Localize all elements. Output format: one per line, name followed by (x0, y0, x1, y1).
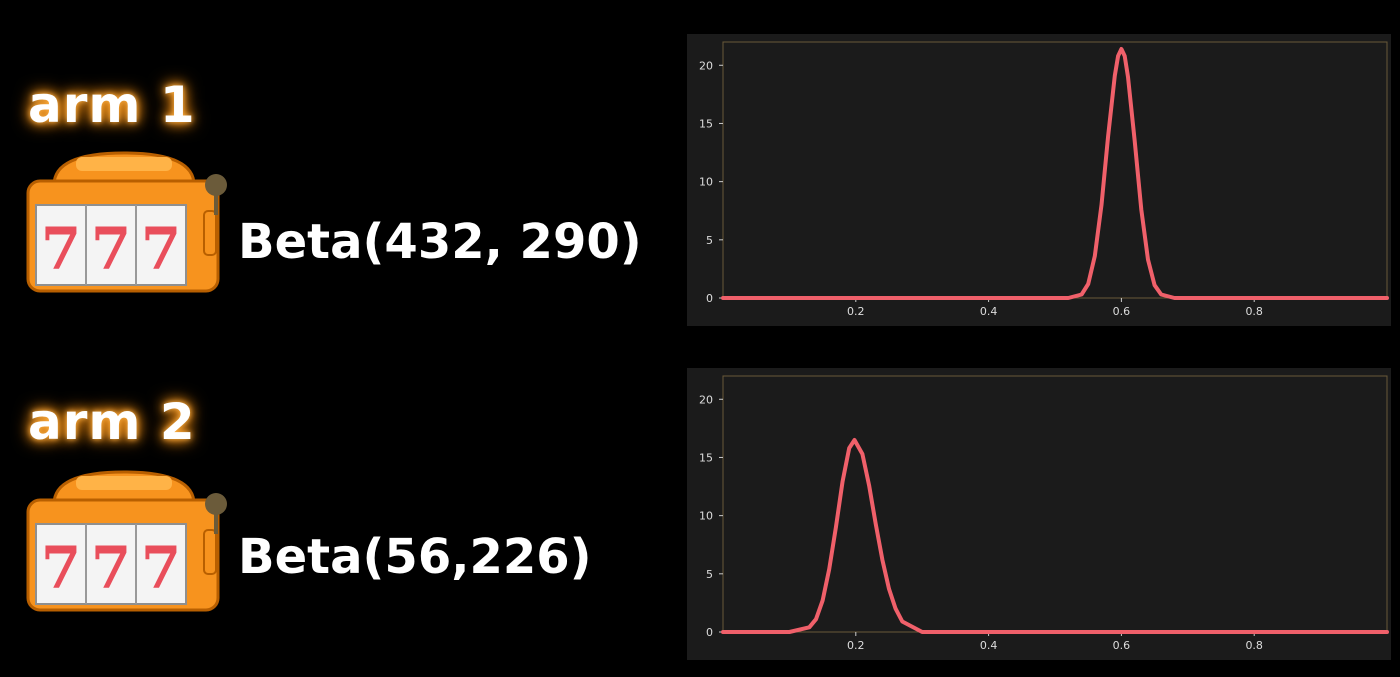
y-tick-label: 5 (706, 568, 713, 581)
plot-frame (722, 41, 1388, 299)
arm-2-beta-label: Beta(56,226) (238, 529, 592, 585)
y-tick-label: 0 (706, 626, 713, 639)
x-tick-label: 0.6 (1113, 305, 1131, 318)
x-tick-label: 0.2 (847, 305, 865, 318)
svg-text:7: 7 (41, 534, 81, 602)
svg-text:7: 7 (91, 215, 131, 283)
x-tick-label: 0.4 (980, 639, 998, 652)
density-curve-line (721, 47, 1389, 300)
arm-2-posterior-chart: 0 5 10 15 20 0.2 0.4 0.6 0.8 (687, 368, 1391, 660)
x-tick-label: 0.6 (1113, 639, 1131, 652)
x-tick-label: 0.8 (1245, 639, 1263, 652)
svg-text:7: 7 (141, 534, 181, 602)
y-tick-label: 20 (699, 59, 713, 72)
y-tick-label: 15 (699, 117, 713, 130)
arm-1-slot-machine-icon: 7 7 7 (24, 145, 236, 293)
arm-2-title: arm 2 (28, 393, 196, 451)
y-tick-label: 15 (699, 451, 713, 464)
y-tick-label: 20 (699, 393, 713, 406)
x-tick-label: 0.4 (980, 305, 998, 318)
y-tick-label: 5 (706, 234, 713, 247)
arm-2-slot-machine-icon: 7 7 7 (24, 464, 236, 612)
arm-1-posterior-chart: 0 5 10 15 20 0.2 0.4 0.6 0.8 (687, 34, 1391, 326)
svg-text:7: 7 (91, 534, 131, 602)
y-tick-label: 10 (699, 176, 713, 189)
x-tick-label: 0.2 (847, 639, 865, 652)
arm-1-beta-label: Beta(432, 290) (238, 214, 642, 270)
svg-text:7: 7 (41, 215, 81, 283)
y-tick-label: 10 (699, 510, 713, 523)
svg-text:7: 7 (141, 215, 181, 283)
density-curve-line (721, 438, 1389, 634)
y-tick-label: 0 (706, 292, 713, 305)
arm-1-title: arm 1 (28, 76, 196, 134)
x-tick-label: 0.8 (1245, 305, 1263, 318)
